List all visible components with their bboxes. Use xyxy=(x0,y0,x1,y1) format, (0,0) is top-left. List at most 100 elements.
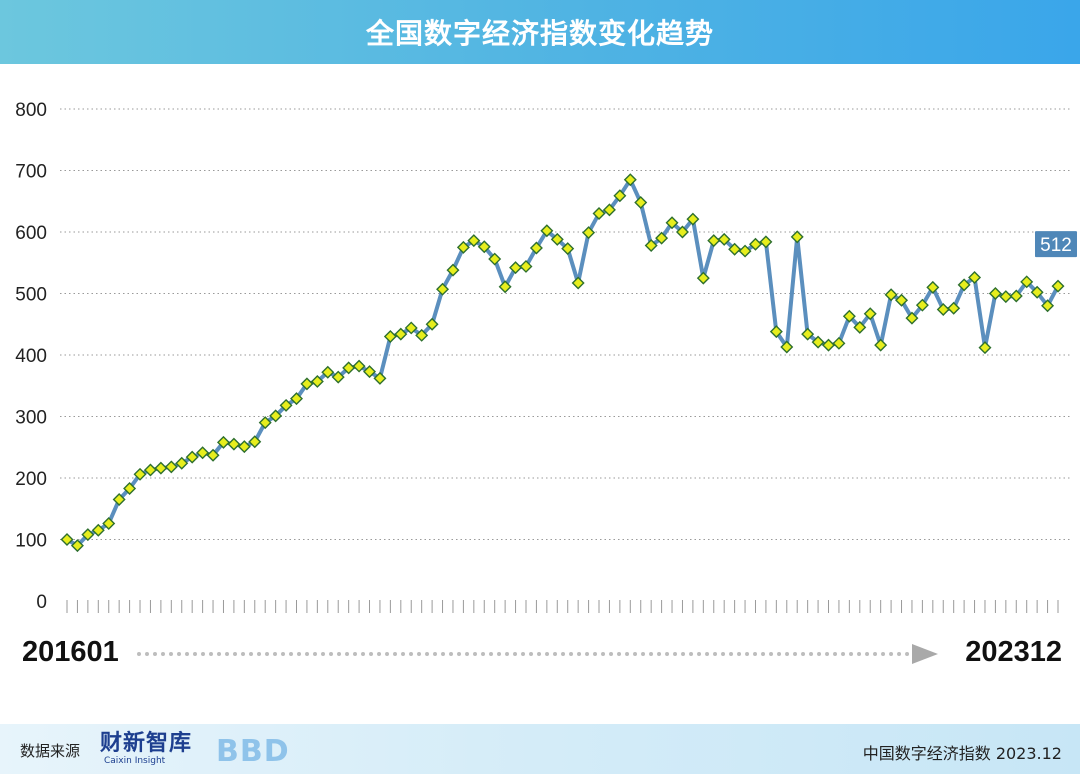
chart-title: 全国数字经济指数变化趋势 xyxy=(365,17,714,50)
data-point xyxy=(164,460,178,474)
data-point xyxy=(310,374,324,388)
data-point xyxy=(769,325,783,339)
data-point xyxy=(1051,279,1065,293)
data-point xyxy=(738,244,752,258)
data-point xyxy=(978,341,992,355)
data-point xyxy=(561,242,575,256)
data-point xyxy=(1020,275,1034,289)
timeline-arrow-icon xyxy=(912,644,938,664)
data-point xyxy=(936,303,950,316)
data-point xyxy=(436,282,450,296)
data-point xyxy=(363,365,377,379)
data-point xyxy=(675,225,689,239)
caixin-logo-name: 财新智库 xyxy=(100,731,193,756)
data-point xyxy=(822,338,835,352)
data-point xyxy=(123,481,137,495)
data-point xyxy=(102,517,116,530)
y-tick-label: 400 xyxy=(15,346,47,367)
line-chart: 0 100 200 300 400 500 600 700 800 512 xyxy=(15,100,1077,613)
data-point xyxy=(477,240,491,254)
data-point xyxy=(644,239,658,253)
y-tick-label: 500 xyxy=(15,285,47,306)
data-point xyxy=(446,263,460,277)
caixin-logo-sub: Caixin Insight xyxy=(104,756,166,766)
data-point xyxy=(290,392,303,406)
data-point xyxy=(613,189,627,203)
data-point xyxy=(790,230,804,244)
data-point xyxy=(696,271,710,285)
last-value-label: 512 xyxy=(1040,235,1072,256)
data-point xyxy=(748,237,762,251)
data-point xyxy=(634,195,648,209)
data-point xyxy=(509,261,523,275)
data-point xyxy=(957,278,971,292)
data-point xyxy=(154,461,168,475)
y-tick-label: 0 xyxy=(36,592,47,613)
timeline: 201601 202312 xyxy=(0,630,1080,678)
data-point xyxy=(216,435,230,449)
data-point xyxy=(91,523,105,537)
data-point xyxy=(300,377,314,391)
data-point xyxy=(832,336,846,350)
data-point xyxy=(988,287,1002,300)
y-tick-label: 200 xyxy=(15,469,47,490)
data-point xyxy=(582,226,596,240)
data-point xyxy=(404,321,418,335)
data-point xyxy=(498,280,512,294)
last-value-badge xyxy=(1035,231,1077,258)
data-point xyxy=(81,528,95,542)
bbd-logo: BBD xyxy=(216,734,290,769)
data-point xyxy=(874,338,888,352)
data-point xyxy=(467,234,481,248)
timeline-start: 201601 xyxy=(22,636,119,668)
data-point xyxy=(665,216,679,230)
footer-index-label: 中国数字经济指数 2023.12 xyxy=(862,744,1062,763)
y-tick-label: 600 xyxy=(15,223,47,244)
data-point xyxy=(571,276,585,290)
data-point xyxy=(206,448,220,462)
data-point xyxy=(352,359,366,373)
caixin-logo: 财新智库 Caixin Insight xyxy=(100,732,192,768)
y-tick-label: 300 xyxy=(15,408,47,429)
data-point xyxy=(112,493,126,507)
data-point xyxy=(1009,289,1023,303)
data-point xyxy=(60,533,74,546)
data-point xyxy=(279,398,293,412)
data-point xyxy=(237,440,251,454)
data-point xyxy=(968,271,982,284)
data-point xyxy=(185,450,199,464)
data-point xyxy=(540,224,554,238)
data-point xyxy=(519,259,533,273)
y-tick-label: 100 xyxy=(15,531,47,552)
data-point xyxy=(70,539,84,553)
data-point xyxy=(801,327,815,341)
data-point xyxy=(707,234,721,248)
data-point xyxy=(895,293,909,307)
data-point xyxy=(884,288,898,302)
series-line xyxy=(65,177,1060,548)
data-point xyxy=(947,301,961,315)
data-point xyxy=(623,173,637,187)
data-point xyxy=(863,307,877,321)
data-point xyxy=(456,240,470,254)
data-point xyxy=(999,290,1013,304)
chart-header: 全国数字经济指数变化趋势 xyxy=(0,0,1080,64)
data-point xyxy=(728,242,742,256)
data-point xyxy=(373,371,387,385)
data-point xyxy=(248,435,262,449)
data-point xyxy=(1041,299,1055,313)
data-point xyxy=(383,330,397,344)
data-point xyxy=(133,467,147,481)
data-point xyxy=(811,335,825,349)
data-point xyxy=(686,212,700,226)
timeline-dots xyxy=(137,652,910,656)
data-point xyxy=(655,231,669,245)
data-point xyxy=(331,370,345,384)
data-point xyxy=(227,437,241,451)
data-point xyxy=(926,280,940,294)
data-point xyxy=(842,309,856,323)
data-point xyxy=(529,241,543,255)
data-point xyxy=(269,409,283,423)
data-point xyxy=(602,203,616,217)
data-point xyxy=(592,207,606,221)
